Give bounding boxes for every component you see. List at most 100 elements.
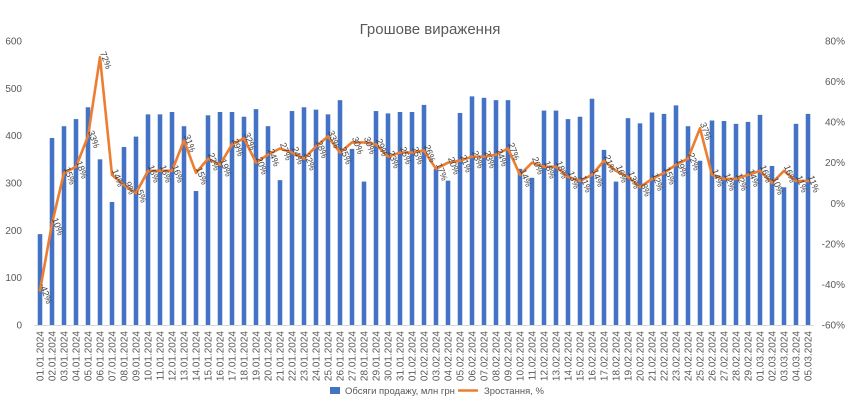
- bar: [697, 160, 703, 325]
- bar: [205, 115, 211, 326]
- right-axis-tick-label: 0%: [831, 199, 846, 210]
- x-axis-tick-label: 09.02.2024: [504, 331, 515, 381]
- x-axis-tick-label: 06.02.2024: [468, 331, 479, 381]
- bar: [361, 181, 367, 325]
- x-axis-tick-label: 25.02.2024: [696, 331, 707, 381]
- bar: [661, 113, 667, 325]
- x-axis-tick-label: 18.02.2024: [612, 331, 623, 381]
- bar: [673, 105, 679, 325]
- x-axis-tick-label: 11.02.2024: [528, 331, 539, 381]
- x-axis-tick-label: 02.03.2024: [768, 331, 779, 381]
- x-axis-tick-label: 19.02.2024: [624, 331, 635, 381]
- x-axis-tick-label: 24.01.2024: [312, 331, 323, 381]
- left-axis-tick-label: 300: [5, 179, 22, 190]
- x-axis-tick-label: 20.01.2024: [264, 331, 275, 381]
- bar: [409, 112, 415, 325]
- x-axis-tick-label: 14.01.2024: [192, 331, 203, 381]
- bar: [349, 148, 355, 325]
- bar: [385, 113, 391, 325]
- x-axis-tick-label: 17.02.2024: [600, 331, 611, 381]
- right-axis: -60% -40% -20% 0% 20% 40% 60% 80%: [822, 37, 845, 332]
- line-data-label: 5%: [135, 188, 149, 204]
- x-axis-tick-label: 03.01.2024: [60, 331, 71, 381]
- bar: [649, 112, 655, 326]
- bar: [85, 107, 91, 326]
- x-axis-tick-label: 07.01.2024: [108, 331, 119, 381]
- bar: [721, 120, 727, 325]
- left-axis-tick-label: 500: [5, 84, 22, 95]
- bar: [121, 147, 127, 325]
- right-axis-tick-label: 80%: [825, 37, 845, 48]
- line-data-label: 9%: [123, 180, 137, 196]
- bar-series: [34, 96, 814, 326]
- x-axis-tick-label: 18.01.2024: [240, 331, 251, 381]
- bar: [49, 138, 55, 325]
- x-axis-labels: 01.01.2024 02.01.2024 03.01.2024 04.01.2024…: [36, 331, 815, 381]
- bar: [289, 111, 295, 325]
- bar: [757, 114, 763, 325]
- bar: [265, 126, 271, 325]
- x-axis-tick-label: 12.01.2024: [168, 331, 179, 381]
- legend: Обсяги продажу, млн грн Зростання, %: [330, 386, 544, 397]
- chart-title: Грошове вираження: [360, 21, 501, 38]
- bar: [217, 112, 223, 325]
- x-axis-tick-label: 27.02.2024: [720, 331, 731, 381]
- bar: [109, 201, 115, 325]
- bar: [337, 100, 343, 326]
- x-axis-tick-label: 15.01.2024: [204, 331, 215, 381]
- bar: [493, 100, 499, 326]
- x-axis-tick-label: 01.03.2024: [756, 331, 767, 381]
- bar: [733, 123, 739, 325]
- x-axis-tick-label: 26.01.2024: [336, 331, 347, 381]
- x-axis-tick-label: 13.01.2024: [180, 331, 191, 381]
- bar: [745, 121, 751, 325]
- x-axis-tick-label: 29.02.2024: [744, 331, 755, 381]
- x-axis-tick-label: 01.02.2024: [408, 331, 419, 381]
- right-axis-tick-label: -40%: [822, 280, 845, 291]
- bar: [637, 123, 643, 325]
- bar: [157, 114, 163, 325]
- x-axis-tick-label: 02.02.2024: [420, 331, 431, 381]
- bar: [541, 110, 547, 325]
- x-axis-tick-label: 21.02.2024: [648, 331, 659, 381]
- x-axis-tick-label: 02.01.2024: [48, 331, 59, 381]
- right-axis-tick-label: -60%: [822, 321, 845, 332]
- bar: [805, 113, 811, 325]
- x-axis-tick-label: 05.02.2024: [456, 331, 467, 381]
- bar: [301, 107, 307, 326]
- x-axis-tick-label: 29.01.2024: [372, 331, 383, 381]
- bar: [589, 98, 595, 325]
- bar: [277, 180, 283, 325]
- bar: [253, 109, 259, 325]
- bar: [469, 96, 475, 325]
- bar: [169, 112, 175, 325]
- x-axis-tick-label: 11.01.2024: [156, 331, 167, 381]
- x-axis-tick-label: 15.02.2024: [576, 331, 587, 381]
- legend-swatch-bars: [330, 387, 340, 394]
- x-axis-tick-label: 31.01.2024: [396, 331, 407, 381]
- x-axis-tick-label: 25.01.2024: [324, 331, 335, 381]
- x-axis-tick-label: 10.02.2024: [516, 331, 527, 381]
- legend-label-bars: Обсяги продажу, млн грн: [345, 386, 455, 397]
- right-axis-tick-label: -20%: [822, 239, 845, 250]
- bar: [433, 168, 439, 325]
- x-axis-tick-label: 14.02.2024: [564, 331, 575, 381]
- bar: [145, 114, 151, 325]
- left-axis-tick-label: 400: [5, 131, 22, 142]
- bar: [769, 165, 775, 325]
- x-axis-tick-label: 04.02.2024: [444, 331, 455, 381]
- x-axis-tick-label: 22.02.2024: [660, 331, 671, 381]
- bar: [709, 120, 715, 326]
- bar: [37, 234, 43, 325]
- x-axis-tick-label: 08.02.2024: [492, 331, 503, 381]
- x-axis-tick-label: 04.03.2024: [792, 331, 803, 381]
- x-axis-tick-label: 19.01.2024: [252, 331, 263, 381]
- bar: [481, 97, 487, 325]
- x-axis-tick-label: 22.01.2024: [288, 331, 299, 381]
- bar: [625, 118, 631, 325]
- bar: [445, 180, 451, 325]
- bar: [613, 181, 619, 325]
- bar: [577, 116, 583, 325]
- bar: [373, 111, 379, 325]
